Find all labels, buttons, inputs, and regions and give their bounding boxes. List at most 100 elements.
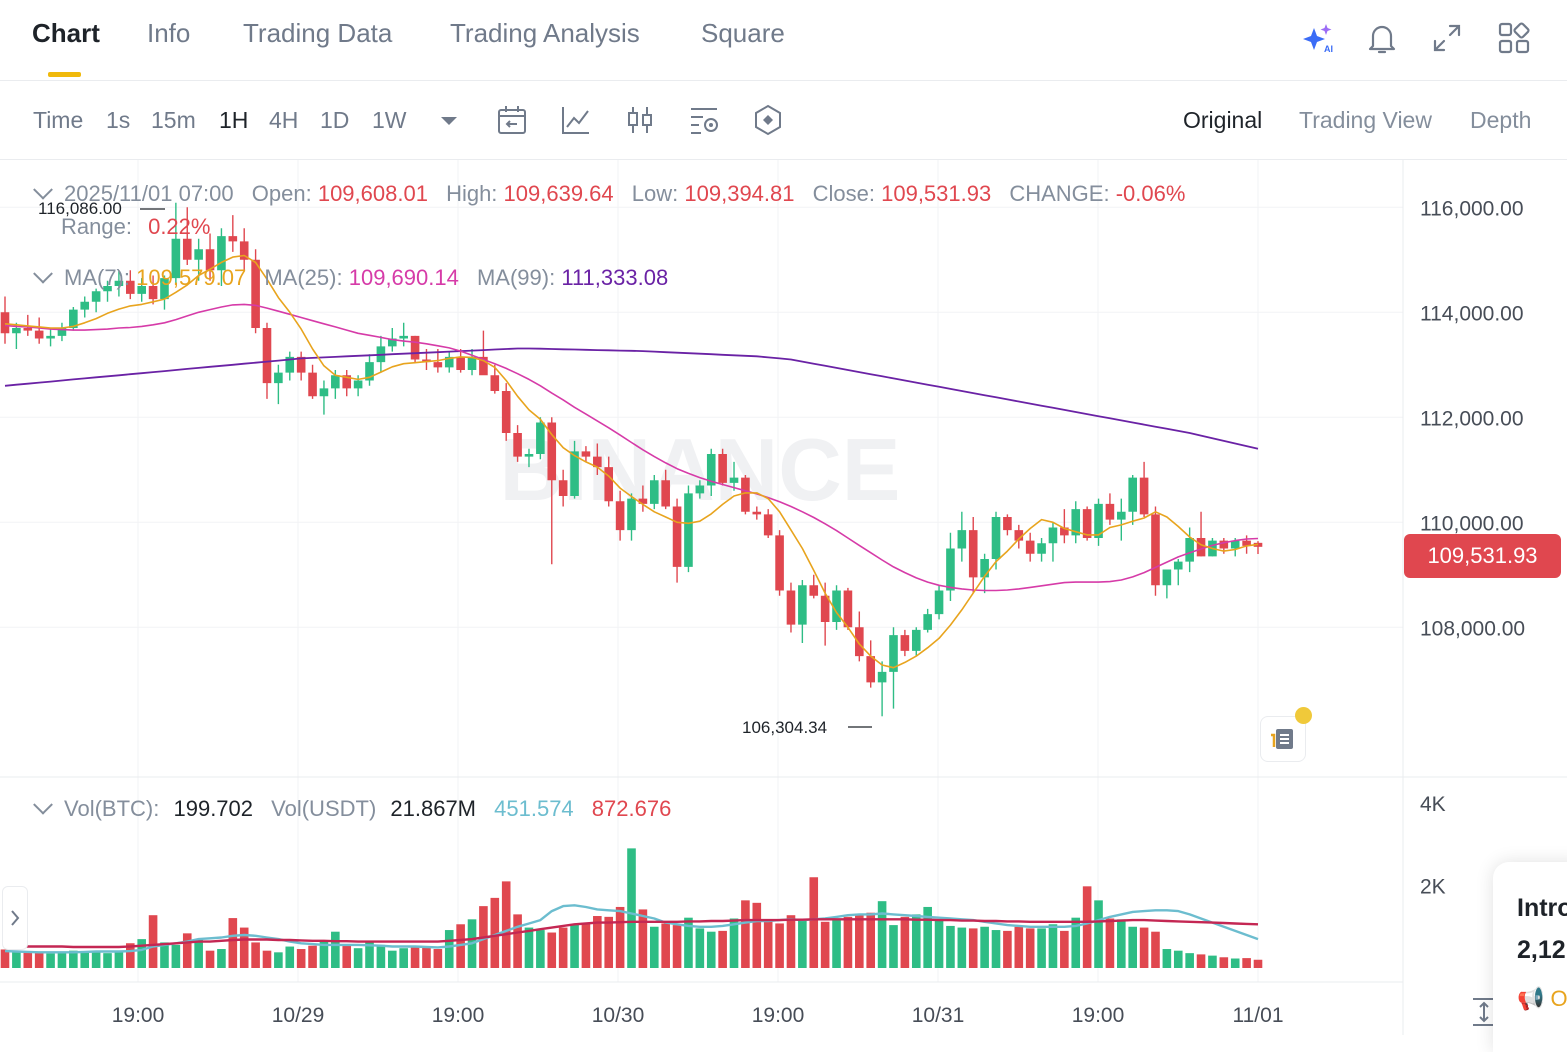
candle-body	[34, 330, 44, 339]
volume-bar	[775, 923, 784, 968]
volume-bar	[615, 906, 625, 968]
ma-collapse-chevron-icon[interactable]	[33, 263, 53, 284]
candle-body	[410, 335, 420, 360]
volume-bar	[410, 947, 420, 968]
tab-chart[interactable]: Chart	[32, 18, 100, 48]
volume-bar	[729, 918, 739, 968]
volume-bar	[1253, 959, 1263, 968]
volume-bar	[1117, 919, 1126, 968]
candle-style-icon[interactable]	[623, 103, 657, 137]
candle-body	[46, 335, 55, 339]
candle-body	[832, 590, 841, 622]
price-tick-label: 116,000.00	[1420, 197, 1524, 220]
candle-body	[775, 535, 784, 591]
candle-body	[12, 328, 21, 334]
timeframe-1h[interactable]: 1H	[219, 107, 249, 133]
candle-body	[786, 590, 796, 625]
candle-body	[274, 372, 283, 384]
time-tick-label: 19:00	[112, 1004, 165, 1027]
vol-collapse-chevron-icon[interactable]	[33, 794, 53, 815]
tab-info[interactable]: Info	[147, 18, 191, 48]
volume-axis: 4K 2K	[1420, 793, 1446, 899]
candle-body	[581, 451, 591, 457]
volume-bar	[957, 927, 967, 968]
volume-ma2-line	[5, 918, 1259, 949]
ai-sparkle-icon[interactable]: AI	[1302, 20, 1338, 56]
volume-bar	[137, 939, 146, 968]
calendar-icon[interactable]	[495, 103, 529, 137]
candle-body	[570, 451, 579, 496]
tab-trading-analysis[interactable]: Trading Analysis	[450, 18, 640, 48]
tab-square[interactable]: Square	[701, 18, 785, 48]
ma99-value: 111,333.08	[561, 265, 669, 290]
news-button[interactable]	[1260, 716, 1306, 762]
grid-apps-icon[interactable]	[1496, 20, 1532, 56]
candle-body	[103, 286, 112, 292]
timeframe-4h[interactable]: 4H	[269, 107, 299, 133]
candle-body	[114, 280, 124, 286]
collapse-chevron-icon[interactable]	[33, 179, 53, 200]
volume-bar	[798, 919, 807, 968]
volume-bar	[262, 950, 272, 968]
promo-popup[interactable]: Intro 2,12 📢 Of	[1493, 862, 1567, 1052]
volume-bar	[558, 927, 568, 968]
candle-body	[296, 356, 306, 373]
volume-bar	[866, 912, 876, 968]
promo-link[interactable]: 📢 Of	[1517, 986, 1567, 1012]
price-axis: 116,000.00 114,000.00 112,000.00 110,000.00…	[1420, 197, 1525, 640]
price-tick-label: 112,000.00	[1420, 407, 1524, 430]
volume-bar	[12, 950, 21, 968]
volume-bar	[980, 926, 989, 968]
price-chart[interactable]: BINANCE 116,086.00 106,304.34 116,000.00…	[0, 160, 1567, 1035]
volume-bar	[194, 939, 203, 968]
timeframe-time[interactable]: Time	[33, 107, 84, 133]
candle-body	[1003, 517, 1012, 531]
candle-body	[353, 380, 363, 389]
candle-body	[0, 312, 10, 334]
candle-body	[695, 485, 705, 494]
timeframe-1s[interactable]: 1s	[106, 107, 131, 133]
volume-bar	[160, 942, 169, 968]
expand-icon[interactable]	[1429, 20, 1465, 56]
candle-body	[649, 480, 659, 504]
candle-body	[957, 530, 967, 549]
volume-bar	[387, 950, 397, 968]
candle-body	[900, 635, 910, 651]
axis-scale-icon[interactable]	[1470, 996, 1498, 1028]
view-trading-view[interactable]: Trading View	[1299, 107, 1432, 133]
timeframe-1w[interactable]: 1W	[372, 107, 407, 133]
timeframe-1d[interactable]: 1D	[320, 107, 350, 133]
bell-icon[interactable]	[1364, 20, 1400, 56]
low-label: Low:	[631, 181, 679, 206]
volume-bar	[695, 928, 705, 968]
candle-body	[1219, 540, 1229, 549]
volume-ma-lines	[4, 904, 1259, 954]
settings-panel-icon[interactable]	[687, 103, 721, 137]
volume-bar	[923, 906, 932, 968]
candle-body	[80, 301, 90, 310]
candle-body	[205, 249, 215, 271]
candle-body	[126, 280, 135, 294]
view-depth[interactable]: Depth	[1470, 107, 1532, 133]
candle-body	[741, 477, 750, 512]
view-original[interactable]: Original	[1183, 107, 1263, 133]
tab-trading-data[interactable]: Trading Data	[243, 18, 393, 48]
time-axis: 19:00 10/29 19:00 10/30 19:00 10/31 19:00 11/01	[112, 1004, 1284, 1027]
volume-bar	[684, 917, 693, 968]
hexagon-tool-icon[interactable]	[751, 103, 785, 137]
candle-body	[980, 559, 989, 578]
volume-bar	[1094, 900, 1103, 968]
candle-body	[934, 590, 944, 615]
scroll-left-button[interactable]	[2, 886, 28, 950]
volume-bar	[524, 927, 534, 968]
candle-body	[467, 356, 477, 370]
candle-body	[706, 454, 716, 486]
volume-bar	[820, 921, 830, 968]
candle-body	[1151, 514, 1160, 586]
timeframe-15m[interactable]: 15m	[151, 107, 196, 133]
candle-body	[251, 259, 260, 328]
volume-bar	[456, 924, 465, 968]
candle-body	[1060, 527, 1069, 536]
timeframe-dropdown-icon[interactable]	[432, 103, 466, 137]
indicator-line-icon[interactable]	[559, 103, 593, 137]
